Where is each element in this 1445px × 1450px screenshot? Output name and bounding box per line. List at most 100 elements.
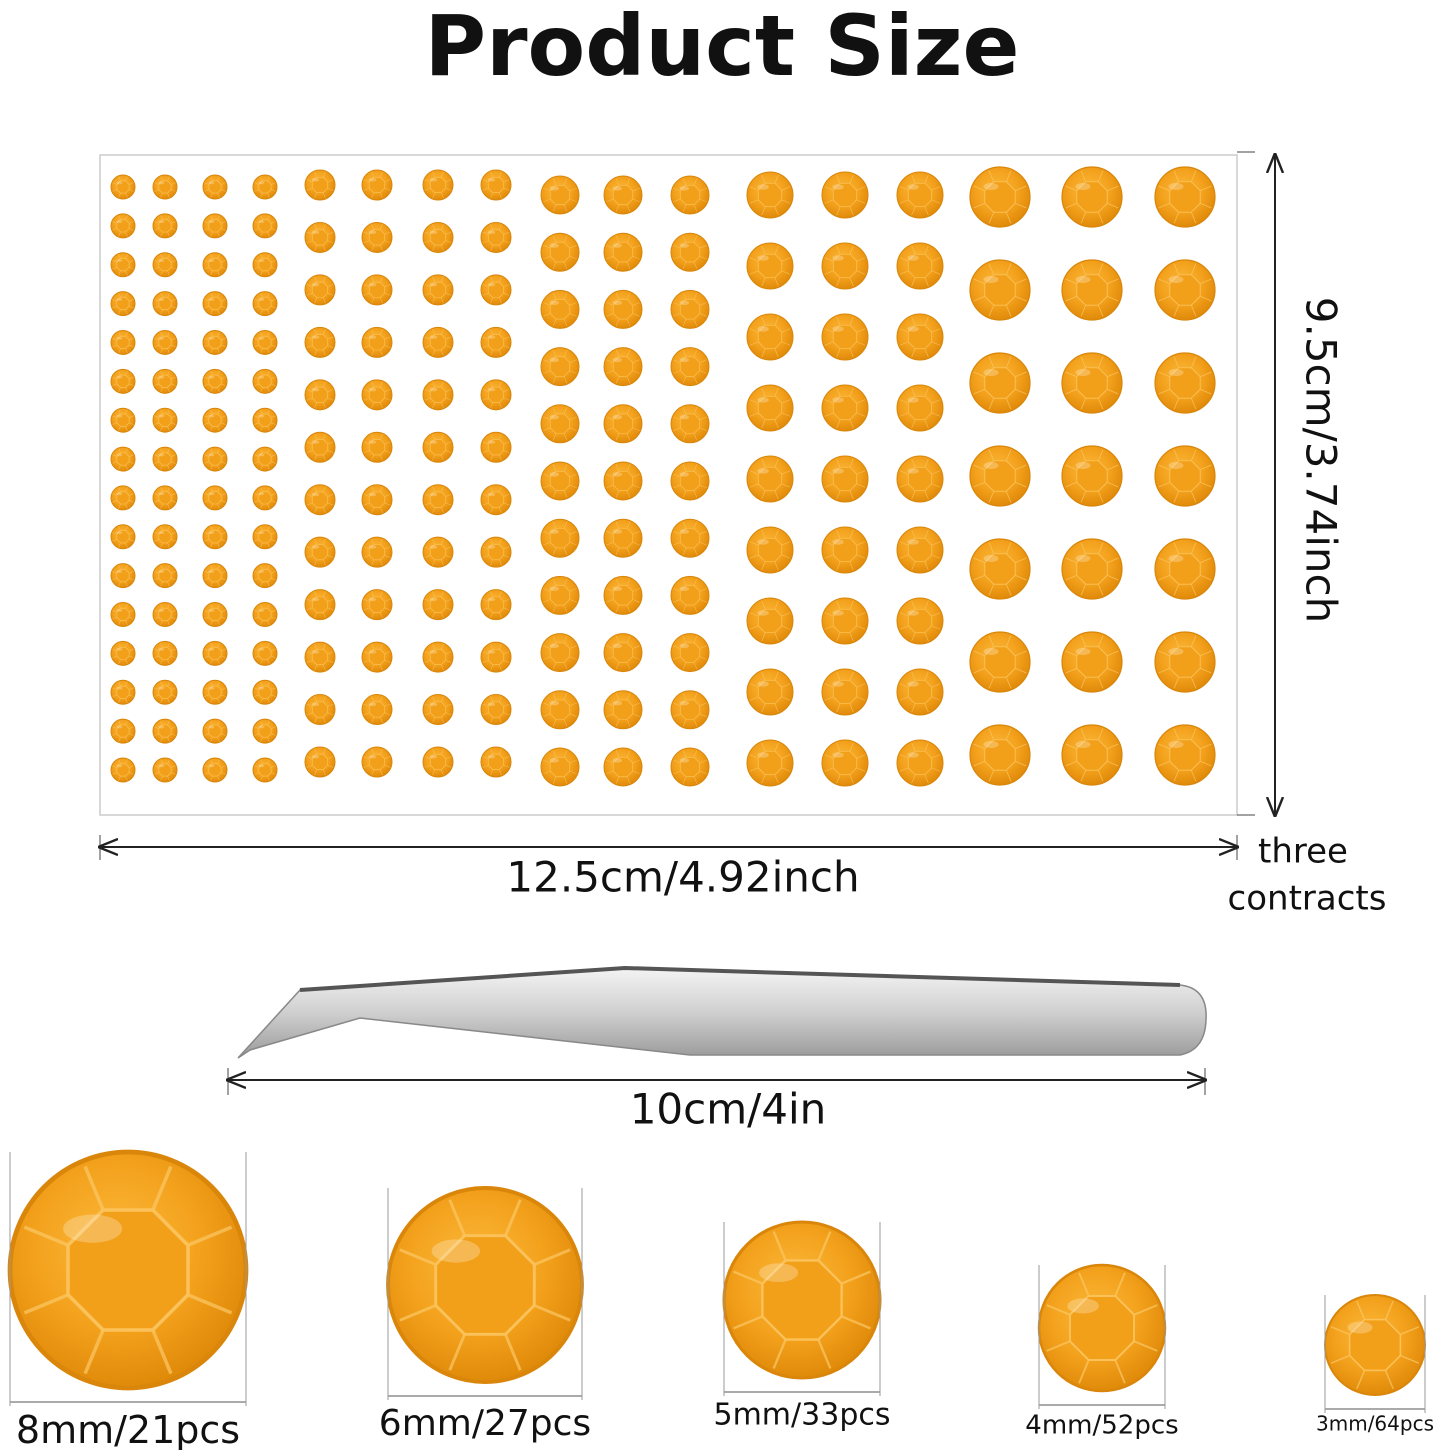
gem-facet [563, 261, 568, 269]
gem-facet [112, 687, 118, 691]
gem-facet [363, 546, 370, 550]
gem-facet [1190, 677, 1197, 689]
gem-facet [440, 717, 444, 723]
gem-facet [1107, 743, 1119, 750]
gem-facet [314, 643, 318, 650]
gem-facet [1005, 584, 1012, 596]
gem-facet [306, 712, 313, 716]
gem-facet [384, 292, 391, 296]
gem-shine [757, 326, 769, 332]
gem [480, 274, 512, 306]
gem-facet [563, 521, 568, 529]
gem-facet [379, 538, 383, 545]
gem-facet [267, 565, 270, 570]
gem-shine [116, 220, 123, 224]
gem [480, 221, 512, 253]
gem-table [1076, 460, 1108, 492]
gem-facet [1005, 398, 1012, 410]
gem-facet [204, 493, 210, 496]
gem-facet [836, 419, 841, 429]
gem-facet [1005, 677, 1012, 689]
gem [110, 640, 136, 666]
gem-facet [836, 600, 841, 610]
gem-shine [258, 492, 265, 496]
gem-facet [856, 767, 866, 772]
gem-facet [112, 609, 118, 613]
gem-table [679, 756, 701, 778]
gem-facet [371, 454, 375, 461]
gem-facet [440, 769, 444, 776]
gem-facet [125, 348, 128, 354]
gem-facet [931, 625, 941, 630]
gem-facet [1107, 464, 1119, 471]
gem-facet [552, 407, 557, 415]
gem-facet [125, 737, 128, 742]
gem-facet [204, 189, 210, 192]
gem-facet [440, 507, 444, 514]
gem-facet [363, 607, 370, 611]
gem-facet [1005, 170, 1012, 182]
gem-table [907, 750, 933, 776]
gem-facet [973, 743, 985, 750]
gem-facet [384, 240, 391, 244]
gem [202, 213, 228, 239]
gem-facet [615, 204, 620, 212]
gem-facet [217, 331, 220, 337]
gem-shine [158, 570, 165, 573]
gem-facet [924, 245, 929, 255]
gem [1061, 352, 1123, 414]
gem-facet [749, 483, 759, 488]
gem-facet [693, 750, 698, 758]
gem-facet [693, 204, 698, 212]
gem-facet [112, 461, 118, 464]
gem-facet [856, 612, 866, 617]
gem-shine [1075, 368, 1091, 377]
gem-facet [170, 260, 176, 263]
gem-facet [761, 174, 766, 184]
tweezers [237, 965, 1207, 1059]
gem-facet [503, 389, 510, 392]
gem-facet [363, 187, 370, 191]
gem-facet [170, 500, 176, 503]
gem-facet [569, 702, 577, 707]
gem-facet [749, 412, 759, 417]
gem-facet [849, 245, 854, 255]
gem-facet [440, 748, 444, 755]
gem-shine [757, 255, 769, 261]
gem-facet [931, 767, 941, 772]
gem-shine [431, 1239, 481, 1263]
gem-facet [761, 561, 766, 571]
gem-facet [849, 174, 854, 184]
gem-table [208, 374, 222, 388]
gem-table [66, 1208, 190, 1332]
gem [1061, 166, 1123, 228]
gem [422, 274, 454, 306]
gem-facet [911, 632, 916, 642]
gem-facet [490, 486, 494, 493]
gem-facet [424, 441, 431, 445]
gem-table [208, 724, 222, 738]
gem-facet [1400, 1354, 1420, 1364]
sticker-sheet [99, 154, 1238, 816]
gem-table [312, 544, 328, 561]
gem [252, 640, 278, 666]
gem-table [1169, 553, 1201, 585]
gem-facet [170, 415, 176, 418]
gem-facet [911, 419, 916, 429]
gem [361, 589, 393, 621]
gem [304, 431, 336, 463]
gem-facet [363, 292, 370, 296]
gem-facet [911, 490, 916, 500]
gem-facet [204, 577, 210, 581]
gem [110, 368, 136, 394]
gem-facet [112, 694, 118, 697]
gem-facet [118, 526, 121, 531]
gem-facet [167, 565, 170, 570]
gem-facet [270, 182, 276, 185]
gem-shine [116, 570, 123, 573]
gem-table [549, 756, 571, 778]
gem-facet [563, 635, 568, 644]
gem-facet [167, 309, 170, 315]
gem-facet [503, 555, 510, 558]
gem-facet [911, 774, 916, 784]
